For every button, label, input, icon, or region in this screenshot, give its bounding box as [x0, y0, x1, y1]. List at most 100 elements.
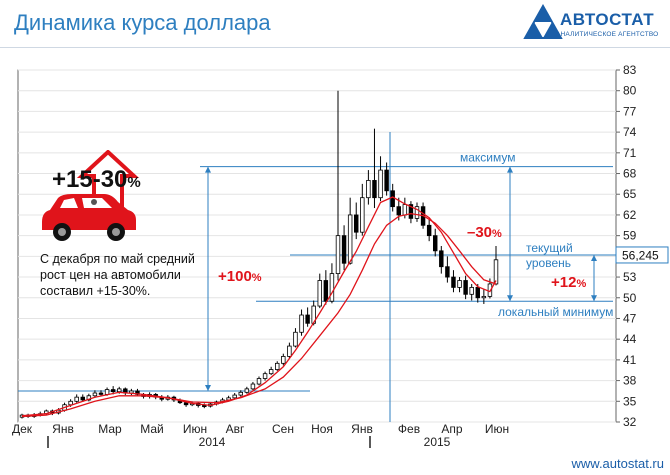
x-tick-label: Янв — [52, 422, 74, 436]
up-arrow-icon — [76, 150, 140, 208]
arrow-plus100-head-bottom — [205, 384, 211, 391]
candle-body — [396, 206, 401, 216]
candle-body — [244, 388, 250, 393]
candle-body — [372, 180, 377, 199]
y-tick-label: 77 — [623, 104, 637, 118]
candle-body — [281, 356, 286, 364]
price-growth-sign: % — [127, 174, 141, 191]
candle-body — [305, 314, 310, 324]
y-tick-label: 41 — [623, 353, 637, 367]
y-tick-label: 59 — [623, 229, 637, 243]
y-tick-label: 83 — [623, 63, 637, 77]
candle-body — [238, 391, 243, 396]
candle-body — [354, 214, 359, 233]
candle-body — [232, 394, 237, 399]
current-label-1: текущий — [526, 241, 573, 255]
pct-minus30-value: –30 — [467, 224, 492, 241]
candle-body — [68, 400, 73, 406]
x-tick-label: Авг — [226, 422, 245, 436]
x-tick-label: Янв — [351, 422, 373, 436]
candle-body — [445, 266, 450, 278]
candle-body — [329, 273, 335, 302]
y-tick-label: 71 — [623, 146, 637, 160]
x-axis: Дек Янв Мар Май Июн Авг Сен Ноя Янв Фев Апр Июн2014… — [12, 422, 509, 449]
candle-body — [98, 392, 104, 395]
candle-body — [262, 373, 268, 379]
price-growth-caption: С декабря по май средний рост цен на авт… — [40, 252, 195, 298]
candle-body — [414, 206, 420, 219]
current-value-box — [615, 246, 669, 264]
candle-body — [117, 388, 122, 393]
pct-plus12: +12% — [551, 274, 586, 291]
x-tick-label: Июн — [183, 422, 207, 436]
price-growth-percent: +15-30% — [52, 166, 141, 194]
candle-body — [402, 204, 408, 216]
candle-body — [110, 389, 116, 393]
candle-body — [426, 224, 432, 237]
autostat-logo — [523, 4, 563, 39]
pct-plus100: +100% — [218, 268, 262, 285]
candle-body — [457, 280, 462, 288]
arrow-plus12-head-bottom — [591, 295, 597, 302]
current-value-label: 56,245 — [622, 248, 659, 262]
candle-body — [493, 259, 499, 285]
header-divider — [0, 47, 670, 48]
logo-text: АВТОСТАТ — [560, 10, 655, 29]
y-tick-label: 62 — [623, 208, 637, 222]
arrow-minus30-head-bottom — [507, 295, 513, 302]
candle-body — [378, 169, 383, 199]
pct-plus12-value: +12 — [551, 274, 576, 291]
y-tick-label: 68 — [623, 167, 637, 181]
candle-body — [287, 345, 292, 357]
y-tick-label: 80 — [623, 84, 637, 98]
candle-body — [317, 280, 322, 307]
y-tick-label: 32 — [623, 415, 637, 429]
candle-body — [202, 405, 207, 408]
candle-body — [92, 392, 98, 397]
candle-body — [341, 235, 347, 264]
candle-body — [390, 190, 395, 208]
x-year-label: 2015 — [424, 435, 451, 449]
x-tick-label: Апр — [441, 422, 463, 436]
candle-body — [250, 383, 256, 390]
car-icon — [42, 194, 136, 241]
footer-url[interactable]: www.autostat.ru — [571, 456, 665, 471]
pct-minus30: –30% — [467, 224, 502, 241]
candle-body — [347, 214, 353, 264]
candle-body — [360, 197, 365, 233]
candle-body — [463, 280, 468, 295]
arrow-plus12-head-top — [591, 254, 597, 261]
local-min-label: локальный минимум — [498, 305, 613, 319]
x-year-label: 2014 — [199, 435, 226, 449]
candle-body — [256, 378, 262, 385]
pct-plus100-sign: % — [252, 272, 262, 284]
x-tick-label: Мар — [98, 422, 122, 436]
price-growth-value: +15-30 — [52, 166, 128, 193]
candle-body — [293, 331, 298, 347]
ma-fast-line — [21, 196, 497, 417]
candle-body — [183, 402, 189, 406]
y-tick-label: 50 — [623, 291, 637, 305]
y-tick-label: 38 — [623, 374, 637, 388]
candle-body — [299, 314, 304, 333]
x-tick-label: Фев — [398, 422, 420, 436]
car-arrow-illustration — [42, 150, 140, 241]
y-tick-label: 35 — [623, 394, 637, 408]
current-label-2: уровень — [526, 256, 571, 270]
pct-plus12-sign: % — [576, 278, 586, 290]
max-label: максимум — [460, 151, 516, 165]
y-axis: 323538414447505356596265687174778083 — [616, 63, 637, 429]
candle-body — [469, 287, 474, 295]
candle-body — [275, 362, 280, 370]
candle-body — [366, 180, 371, 199]
ma-slow-line — [21, 212, 497, 418]
candle-body — [481, 295, 487, 299]
candle-body — [335, 235, 341, 275]
candle-body — [433, 235, 438, 252]
pct-plus100-value: +100 — [218, 268, 252, 285]
y-tick-label: 65 — [623, 187, 637, 201]
x-tick-label: Ноя — [311, 422, 333, 436]
pct-minus30-sign: % — [492, 228, 502, 240]
candle-body — [323, 280, 329, 302]
